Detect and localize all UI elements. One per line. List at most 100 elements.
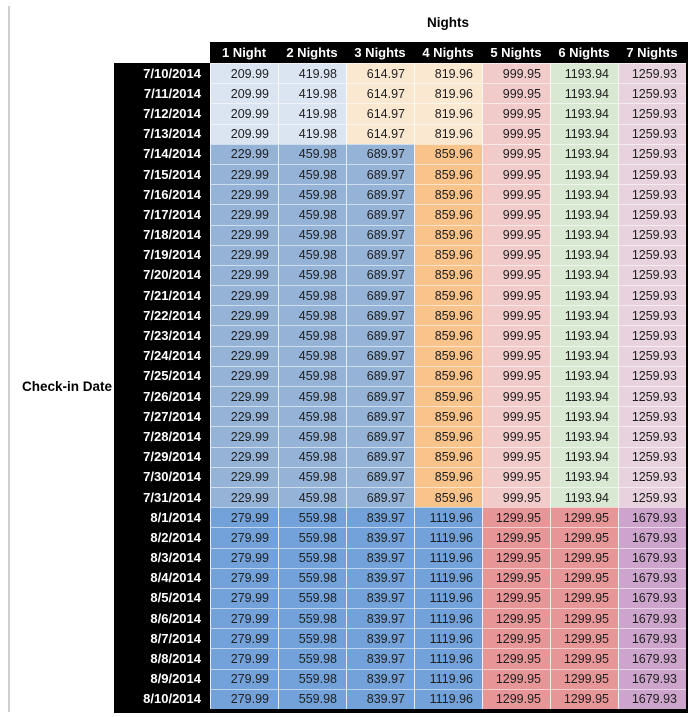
price-cell: 689.97 (346, 365, 414, 386)
price-cell: 1259.93 (618, 446, 686, 467)
price-cell: 1193.94 (550, 325, 618, 346)
left-edge-rule (8, 6, 10, 712)
price-cell: 419.98 (278, 123, 346, 144)
price-cell: 459.98 (278, 244, 346, 265)
price-cell: 999.95 (482, 83, 550, 104)
price-cell: 209.99 (210, 63, 278, 84)
price-cell: 209.99 (210, 123, 278, 144)
price-cell: 1193.94 (550, 305, 618, 326)
price-cell: 1193.94 (550, 285, 618, 306)
date-cell: 7/20/2014 (114, 264, 210, 286)
price-cell: 279.99 (210, 567, 278, 588)
price-cell: 859.96 (414, 426, 482, 447)
price-cell: 229.99 (210, 446, 278, 467)
date-cell: 8/9/2014 (114, 668, 210, 689)
column-header: 2 Nights (278, 42, 346, 63)
price-cell: 1259.93 (618, 103, 686, 124)
table-row: 7/22/2014 229.99 459.98 689.97 859.96 999.95 1… (114, 305, 686, 326)
price-cell: 839.97 (346, 587, 414, 609)
date-cell: 7/13/2014 (114, 123, 210, 144)
price-cell: 999.95 (482, 224, 550, 245)
price-cell: 419.98 (278, 83, 346, 104)
date-cell: 8/10/2014 (114, 688, 210, 709)
table-row: 7/12/2014 209.99 419.98 614.97 819.96 999.95 1… (114, 103, 686, 124)
price-cell: 859.96 (414, 466, 482, 487)
price-cell: 859.96 (414, 325, 482, 346)
price-cell: 689.97 (346, 466, 414, 487)
table-row: 7/19/2014 229.99 459.98 689.97 859.96 999.95 1… (114, 244, 686, 265)
price-cell: 459.98 (278, 365, 346, 386)
price-cell: 229.99 (210, 244, 278, 265)
price-cell: 859.96 (414, 305, 482, 326)
price-cell: 1679.93 (618, 608, 686, 629)
price-cell: 859.96 (414, 204, 482, 225)
price-cell: 559.98 (278, 507, 346, 528)
price-cell: 1679.93 (618, 587, 686, 609)
table-row: 7/29/2014 229.99 459.98 689.97 859.96 999.95 1… (114, 446, 686, 467)
price-cell: 999.95 (482, 426, 550, 447)
price-cell: 459.98 (278, 264, 346, 286)
price-cell: 819.96 (414, 83, 482, 104)
price-cell: 1259.93 (618, 406, 686, 427)
corner-spacer (114, 42, 210, 63)
price-cell: 999.95 (482, 446, 550, 467)
date-cell: 7/22/2014 (114, 305, 210, 326)
price-cell: 1119.96 (414, 628, 482, 649)
price-cell: 1193.94 (550, 466, 618, 487)
price-cell: 1259.93 (618, 123, 686, 144)
price-cell: 209.99 (210, 103, 278, 124)
table-row: 8/8/2014 279.99 559.98 839.97 1119.96 1299.95… (114, 648, 686, 669)
price-cell: 559.98 (278, 547, 346, 568)
price-cell: 1679.93 (618, 648, 686, 669)
price-cell: 1259.93 (618, 466, 686, 487)
price-cell: 1119.96 (414, 587, 482, 609)
price-cell: 559.98 (278, 628, 346, 649)
price-cell: 1299.95 (550, 587, 618, 609)
table-row: 7/15/2014 229.99 459.98 689.97 859.96 999.95 1… (114, 163, 686, 185)
price-cell: 689.97 (346, 244, 414, 265)
column-header: 4 Nights (414, 42, 482, 63)
date-cell: 8/8/2014 (114, 648, 210, 669)
price-cell: 859.96 (414, 163, 482, 185)
price-cell: 459.98 (278, 406, 346, 427)
price-cell: 229.99 (210, 264, 278, 286)
price-cell: 999.95 (482, 386, 550, 407)
price-cell: 999.95 (482, 163, 550, 185)
date-cell: 8/1/2014 (114, 507, 210, 528)
price-cell: 859.96 (414, 264, 482, 286)
price-cell: 229.99 (210, 365, 278, 386)
price-cell: 1299.95 (550, 507, 618, 528)
price-cell: 689.97 (346, 325, 414, 346)
price-cell: 999.95 (482, 365, 550, 386)
date-cell: 7/27/2014 (114, 406, 210, 427)
table-row: 7/23/2014 229.99 459.98 689.97 859.96 999.95 1… (114, 325, 686, 346)
price-cell: 999.95 (482, 204, 550, 225)
price-cell: 689.97 (346, 486, 414, 508)
price-cell: 819.96 (414, 63, 482, 84)
table-row: 7/26/2014 229.99 459.98 689.97 859.96 999.95 1… (114, 386, 686, 407)
price-cell: 839.97 (346, 668, 414, 689)
table-row: 8/4/2014 279.99 559.98 839.97 1119.96 1299.95… (114, 567, 686, 588)
table-row: 7/31/2014 229.99 459.98 689.97 859.96 999.95 1… (114, 486, 686, 508)
price-cell: 559.98 (278, 688, 346, 709)
date-cell: 8/4/2014 (114, 567, 210, 588)
price-cell: 839.97 (346, 507, 414, 528)
price-cell: 1193.94 (550, 264, 618, 286)
price-cell: 1299.95 (482, 668, 550, 689)
price-cell: 419.98 (278, 63, 346, 84)
price-cell: 209.99 (210, 83, 278, 104)
price-cell: 839.97 (346, 688, 414, 709)
price-cell: 1259.93 (618, 486, 686, 508)
table-row: 8/9/2014 279.99 559.98 839.97 1119.96 1299.95… (114, 668, 686, 689)
price-cell: 839.97 (346, 608, 414, 629)
price-cell: 839.97 (346, 547, 414, 568)
price-cell: 1299.95 (482, 628, 550, 649)
price-cell: 859.96 (414, 184, 482, 205)
table-row: 7/30/2014 229.99 459.98 689.97 859.96 999.95 1… (114, 466, 686, 487)
price-cell: 1119.96 (414, 608, 482, 629)
price-cell: 1193.94 (550, 426, 618, 447)
price-cell: 279.99 (210, 527, 278, 548)
price-cell: 459.98 (278, 446, 346, 467)
date-cell: 7/23/2014 (114, 325, 210, 346)
price-cell: 1679.93 (618, 688, 686, 709)
